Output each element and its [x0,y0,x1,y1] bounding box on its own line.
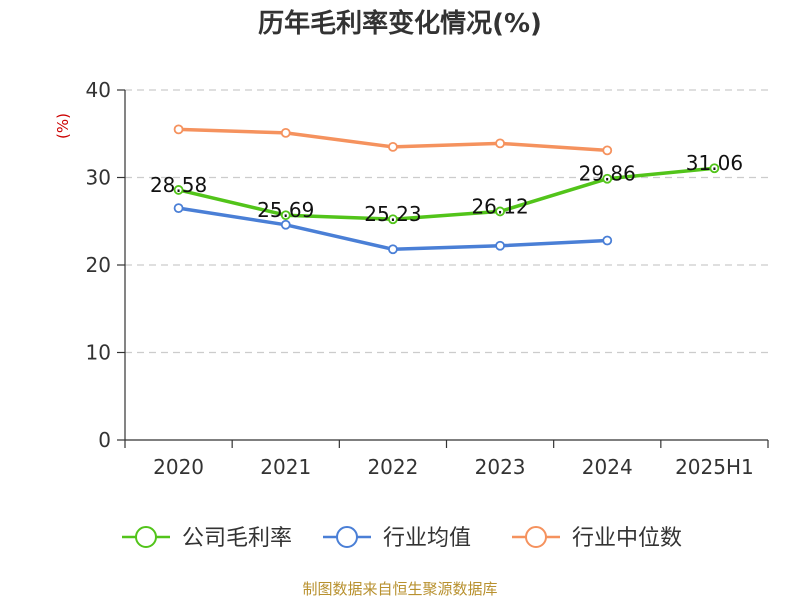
series-layer [173,124,720,255]
chart-title: 历年毛利率变化情况(%) [258,8,542,39]
legend: 公司毛利率 行业均值 行业中位数 [122,526,682,551]
data-point [602,173,613,184]
data-point [173,185,184,195]
y-tick-label: 40 [86,78,111,102]
data-label: 31.06 [686,151,743,175]
y-tick-label: 20 [86,253,111,277]
data-point [388,244,398,255]
data-source: 制图数据来自恒生聚源数据库 [302,580,497,598]
series-0 [173,163,720,225]
legend-marker [525,526,547,548]
x-tick-label: 2020 [153,455,204,479]
series-line [178,166,715,221]
legend-label: 行业中位数 [572,526,682,551]
y-tick-label: 30 [86,166,111,190]
data-point [173,124,184,135]
data-label: 28.58 [150,173,207,197]
data-label: 25.69 [257,198,314,222]
axes: 0 10 20 30 40 2020 2021 2022 2023 2024 2025H1 [86,78,769,479]
data-point [495,138,505,149]
data-point [602,235,613,246]
legend-item-1: 行业均值 [323,526,471,551]
legend-item-2: 行业中位数 [512,526,682,551]
data-point [495,206,505,217]
data-label: 25.23 [364,202,421,226]
data-point [280,219,291,230]
data-point [280,127,291,138]
legend-marker [336,526,358,548]
legend-item-0: 公司毛利率 [122,526,292,551]
data-point [280,210,291,221]
x-tick-label: 2025H1 [675,455,754,479]
legend-label: 公司毛利率 [182,526,292,551]
x-tick-label: 2024 [582,455,633,479]
data-point [495,240,505,251]
x-tick-label: 2021 [260,455,311,479]
data-label: 26.12 [471,194,528,218]
y-tick-label: 0 [98,428,111,452]
data-point [388,214,398,225]
data-point [602,145,613,156]
y-tick-label: 10 [86,341,111,365]
data-labels: 28.58 25.69 25.23 26.12 29.86 31.06 [150,151,743,226]
series-1 [173,203,613,255]
series-2 [173,124,613,156]
data-label: 29.86 [579,162,636,186]
data-point [388,141,398,152]
x-tick-label: 2023 [475,455,526,479]
legend-marker [135,526,157,548]
legend-label: 行业均值 [383,526,471,551]
x-tick-label: 2022 [367,455,418,479]
y-axis-unit: (%) [54,113,72,139]
data-point [173,203,184,214]
data-point [709,163,720,174]
